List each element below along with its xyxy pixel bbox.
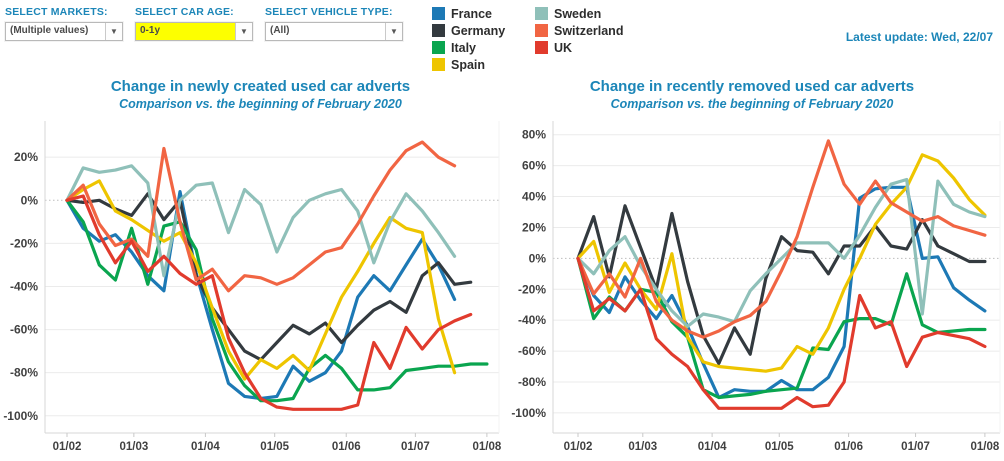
markets-dropdown-value[interactable]: (Multiple values) [10,25,89,36]
left-chart-subtitle: Comparison vs. the beginning of February… [119,97,402,111]
y-axis-tick-label: -20% [10,236,38,250]
series-line-sweden [576,177,987,328]
left-chart-title: Change in newly created used car adverts [110,78,411,95]
legend-label: France [451,6,492,21]
filter-select-car-age: SELECT CAR AGE: 0-1y ▼ [135,6,253,41]
legend-item-uk[interactable]: UK [535,40,623,55]
filter-label-car-age: SELECT CAR AGE: [135,6,234,18]
legend-label: Spain [451,57,486,72]
legend-label: Switzerland [554,23,624,38]
legend-item-france[interactable]: France [432,6,505,21]
x-axis-tick-label: 01/03 [119,441,148,453]
y-axis-tick-label: -60% [518,344,546,358]
y-axis-tick-label: 40% [522,190,546,204]
y-axis-tick-label: 80% [522,128,546,142]
chart-newly-created-adverts: 20% 0% -20% -40% -60% -80% -100% 01/02 01/03 01/0… [3,121,502,453]
y-axis-tick-label: -60% [10,323,38,337]
chevron-down-icon[interactable]: ▼ [105,23,122,40]
car-age-dropdown[interactable]: 0-1y ▼ [135,22,253,41]
filter-label-markets: SELECT MARKETS: [5,6,108,18]
x-axis-tick-label: 01/08 [473,441,502,453]
right-chart-subtitle: Comparison vs. the beginning of February… [610,97,894,111]
x-axis-tick-label: 01/02 [53,441,82,453]
series-line-switzerland [65,140,457,293]
series-line-germany [65,192,473,362]
x-axis-tick-label: 01/06 [834,441,863,453]
legend-label: Sweden [554,6,602,21]
y-axis-tick-label: 0% [21,193,39,207]
filter-bar: SELECT MARKETS: (Multiple values) ▼ SELE… [5,6,403,41]
y-axis-tick-label: 20% [522,220,546,234]
legend-swatch-icon [432,58,445,71]
series-line-italy [65,198,489,403]
legend-label: Italy [451,40,477,55]
x-axis-tick-label: 01/07 [401,441,430,453]
x-axis-tick-label: 01/06 [332,441,361,453]
legend-label: UK [554,40,573,55]
filter-select-markets: SELECT MARKETS: (Multiple values) ▼ [5,6,123,41]
y-axis-tick-label: 20% [14,150,38,164]
legend-swatch-icon [535,41,548,54]
series-line-germany [576,204,987,366]
x-axis-tick-label: 01/04 [698,441,727,453]
chevron-down-icon[interactable]: ▼ [385,23,402,40]
legend-swatch-icon [535,7,548,20]
x-axis-tick-label: 01/02 [564,441,593,453]
series-line-uk [576,256,987,410]
legend-swatch-icon [432,7,445,20]
vehicle-type-dropdown-value[interactable]: (All) [270,25,290,36]
legend-swatch-icon [535,24,548,37]
car-age-dropdown-value[interactable]: 0-1y [136,23,235,40]
x-axis-tick-label: 01/05 [765,441,794,453]
x-axis-tick-label: 01/08 [971,441,1000,453]
legend-item-sweden[interactable]: Sweden [535,6,623,21]
y-axis-tick-label: -100% [511,406,546,420]
vehicle-type-dropdown[interactable]: (All) ▼ [265,22,403,41]
legend-column-2: Sweden Switzerland UK [535,6,624,55]
y-axis-tick-label: 60% [522,159,546,173]
x-axis-tick-label: 01/03 [628,441,657,453]
chart-recently-removed-adverts: 80% 60% 40% 20% 0% -20% -40% -60% -80% -100% 01/02… [511,121,1001,453]
x-axis-tick-label: 01/05 [260,441,289,453]
legend-item-switzerland[interactable]: Switzerland [535,23,624,38]
right-chart-title: Change in recently removed used car adve… [589,78,915,95]
filter-select-vehicle-type: SELECT VEHICLE TYPE: (All) ▼ [265,6,403,41]
series-line-spain [576,153,987,373]
y-axis-tick-label: -80% [10,366,38,380]
legend-swatch-icon [432,41,445,54]
legend-item-italy[interactable]: Italy [432,40,505,55]
markets-dropdown[interactable]: (Multiple values) ▼ [5,22,123,41]
series-line-uk [65,194,473,411]
legend-label: Germany [451,23,506,38]
legend-item-spain[interactable]: Spain [432,57,505,72]
chevron-down-icon[interactable]: ▼ [235,23,252,40]
legend-item-germany[interactable]: Germany [432,23,506,38]
legend-column-1: France Germany Italy Spain [432,6,506,72]
x-axis-tick-label: 01/04 [191,441,220,453]
legend-swatch-icon [432,24,445,37]
y-axis-tick-label: -20% [518,282,546,296]
y-axis-tick-label: -40% [10,279,38,293]
series-line-spain [65,179,457,381]
series-line-switzerland [576,139,987,339]
y-axis-tick-label: -80% [518,375,546,389]
series-line-italy [576,256,987,400]
y-axis-tick-label: 0% [529,251,547,265]
y-axis-tick-label: -40% [518,313,546,327]
x-axis-tick-label: 01/07 [901,441,930,453]
filter-label-vehicle-type: SELECT VEHICLE TYPE: [265,6,393,18]
y-axis-tick-label: -100% [3,409,38,423]
series-line-sweden [65,164,457,278]
latest-update-note: Latest update: Wed, 22/07 [845,30,993,44]
